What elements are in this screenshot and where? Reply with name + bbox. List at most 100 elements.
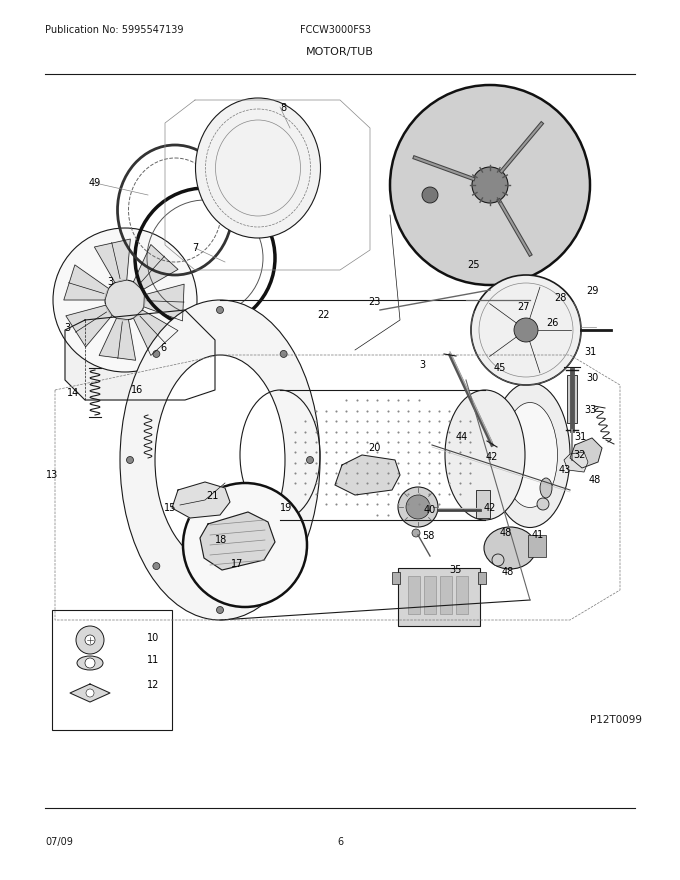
Polygon shape bbox=[570, 438, 602, 468]
Text: 3: 3 bbox=[64, 323, 70, 333]
Ellipse shape bbox=[77, 656, 103, 670]
Text: 15: 15 bbox=[164, 503, 176, 513]
Polygon shape bbox=[64, 265, 109, 300]
Circle shape bbox=[280, 350, 287, 357]
Bar bbox=[478, 572, 486, 584]
Polygon shape bbox=[70, 684, 110, 702]
Circle shape bbox=[471, 275, 581, 385]
Polygon shape bbox=[143, 284, 184, 321]
Bar bbox=[528, 535, 546, 557]
Polygon shape bbox=[95, 239, 131, 282]
Ellipse shape bbox=[484, 527, 536, 569]
Circle shape bbox=[398, 487, 438, 527]
Circle shape bbox=[85, 658, 95, 668]
Text: MOTOR/TUB: MOTOR/TUB bbox=[306, 47, 374, 57]
Text: 6: 6 bbox=[337, 837, 343, 847]
Text: 32: 32 bbox=[574, 450, 586, 460]
Text: 31: 31 bbox=[584, 347, 596, 357]
Text: 17: 17 bbox=[231, 559, 243, 569]
Circle shape bbox=[514, 318, 538, 342]
Polygon shape bbox=[133, 245, 178, 290]
Circle shape bbox=[537, 498, 549, 510]
Text: 58: 58 bbox=[422, 531, 435, 541]
Circle shape bbox=[105, 280, 145, 320]
Circle shape bbox=[390, 85, 590, 285]
Text: 11: 11 bbox=[147, 655, 159, 665]
Text: 30: 30 bbox=[586, 373, 598, 383]
Text: 16: 16 bbox=[131, 385, 143, 395]
Text: 35: 35 bbox=[449, 565, 461, 575]
Text: 22: 22 bbox=[317, 310, 329, 320]
Text: 20: 20 bbox=[368, 443, 380, 453]
Circle shape bbox=[216, 606, 224, 613]
Ellipse shape bbox=[540, 478, 552, 498]
Polygon shape bbox=[99, 319, 135, 360]
Text: 48: 48 bbox=[502, 567, 514, 577]
Ellipse shape bbox=[120, 300, 320, 620]
Polygon shape bbox=[564, 452, 588, 472]
Circle shape bbox=[85, 635, 95, 645]
Text: 42: 42 bbox=[486, 452, 498, 462]
Text: 43: 43 bbox=[559, 465, 571, 475]
Text: P12T0099: P12T0099 bbox=[590, 715, 642, 725]
Bar bbox=[52, 610, 172, 730]
Text: 42: 42 bbox=[483, 503, 496, 513]
Polygon shape bbox=[172, 482, 230, 518]
Circle shape bbox=[153, 562, 160, 569]
Text: 3: 3 bbox=[107, 277, 113, 287]
Text: 23: 23 bbox=[368, 297, 380, 307]
Ellipse shape bbox=[196, 98, 320, 238]
Circle shape bbox=[76, 626, 104, 654]
Bar bbox=[392, 572, 400, 584]
Ellipse shape bbox=[503, 402, 558, 508]
Text: 27: 27 bbox=[517, 302, 530, 312]
Circle shape bbox=[86, 689, 94, 697]
Circle shape bbox=[183, 483, 307, 607]
Text: FCCW3000FS3: FCCW3000FS3 bbox=[300, 25, 371, 35]
Bar bbox=[424, 576, 436, 614]
Bar bbox=[398, 568, 480, 626]
Text: 28: 28 bbox=[554, 293, 566, 303]
Polygon shape bbox=[335, 455, 400, 495]
Ellipse shape bbox=[490, 383, 570, 527]
Circle shape bbox=[472, 167, 508, 203]
Text: 12: 12 bbox=[147, 680, 159, 690]
Text: 48: 48 bbox=[500, 528, 512, 538]
Ellipse shape bbox=[155, 355, 285, 565]
Text: 44: 44 bbox=[456, 432, 468, 442]
Circle shape bbox=[53, 228, 197, 372]
Text: 25: 25 bbox=[468, 260, 480, 270]
Text: 45: 45 bbox=[494, 363, 506, 373]
Text: 40: 40 bbox=[424, 505, 436, 515]
Text: 33: 33 bbox=[584, 405, 596, 415]
Bar bbox=[476, 490, 490, 518]
Text: 18: 18 bbox=[215, 535, 227, 545]
Polygon shape bbox=[200, 512, 275, 570]
Bar bbox=[440, 576, 452, 614]
Circle shape bbox=[412, 529, 420, 537]
Text: 19: 19 bbox=[280, 503, 292, 513]
Text: 7: 7 bbox=[192, 243, 198, 253]
Bar bbox=[456, 576, 468, 614]
Polygon shape bbox=[66, 305, 112, 347]
Text: 8: 8 bbox=[280, 103, 286, 113]
Circle shape bbox=[492, 554, 504, 566]
Text: 31: 31 bbox=[574, 432, 586, 442]
Text: 14: 14 bbox=[67, 388, 79, 398]
Circle shape bbox=[307, 457, 313, 464]
Text: 26: 26 bbox=[546, 318, 558, 328]
Text: 29: 29 bbox=[585, 286, 598, 296]
Polygon shape bbox=[133, 310, 178, 356]
Text: 3: 3 bbox=[419, 360, 425, 370]
Text: 49: 49 bbox=[89, 178, 101, 188]
Text: 21: 21 bbox=[206, 491, 218, 501]
Circle shape bbox=[406, 495, 430, 519]
Bar bbox=[408, 576, 420, 614]
Circle shape bbox=[280, 562, 287, 569]
Text: 10: 10 bbox=[147, 633, 159, 643]
Circle shape bbox=[216, 306, 224, 313]
Circle shape bbox=[422, 187, 438, 203]
Text: 6: 6 bbox=[160, 343, 166, 353]
Text: 48: 48 bbox=[589, 475, 601, 485]
Circle shape bbox=[126, 457, 133, 464]
